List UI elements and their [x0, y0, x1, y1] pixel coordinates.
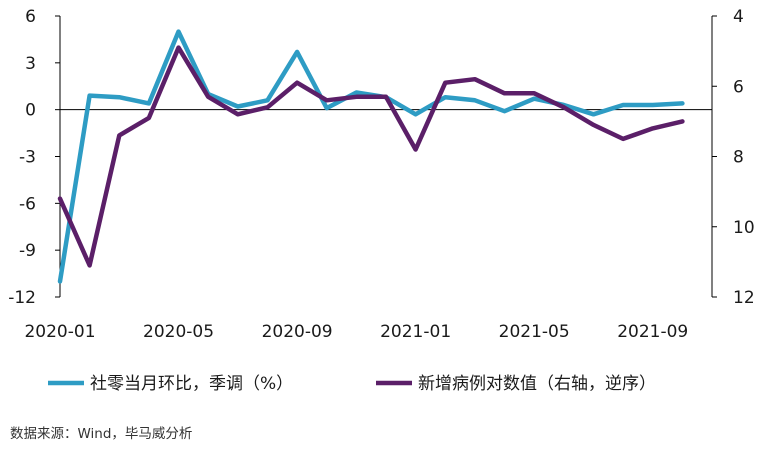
right-tick-label: 8 [733, 148, 744, 168]
source-note: 数据来源：Wind，毕马威分析 [10, 426, 193, 442]
x-tick-label: 2021-09 [617, 322, 688, 342]
right-tick-label: 12 [733, 288, 755, 308]
series-lines [57, 29, 685, 284]
left-tick-label: 3 [25, 54, 36, 74]
legend: 社零当月环比，季调（%） 新增病例对数值（右轴，逆序） [48, 374, 656, 394]
legend-label-2: 新增病例对数值（右轴，逆序） [418, 374, 656, 394]
x-tick-label: 2021-01 [380, 322, 451, 342]
x-tick-label: 2020-05 [143, 322, 214, 342]
left-tick-label: -12 [8, 288, 36, 308]
left-tick-label: 6 [25, 7, 36, 27]
left-tick-label: -6 [19, 194, 36, 214]
series-line-2 [57, 45, 685, 268]
x-axis-ticks: 2020-01 2020-05 2020-09 2021-01 2021-05 2021-… [24, 322, 688, 342]
left-tick-label: -3 [19, 148, 36, 168]
left-tick-label: -9 [19, 241, 36, 261]
left-axis-ticks: 6 3 0 -3 -6 -9 -12 [8, 7, 60, 308]
x-tick-label: 2021-05 [499, 322, 570, 342]
x-tick-label: 2020-01 [24, 322, 95, 342]
right-tick-label: 6 [733, 77, 744, 97]
left-tick-label: 0 [25, 101, 36, 121]
x-tick-label: 2020-09 [262, 322, 333, 342]
right-axis-ticks: 4 6 8 10 12 [712, 7, 755, 308]
right-tick-label: 4 [733, 7, 744, 27]
right-tick-label: 10 [733, 218, 755, 238]
axes [59, 16, 713, 297]
legend-label-1: 社零当月环比，季调（%） [90, 374, 293, 394]
series-line-1 [57, 29, 685, 284]
